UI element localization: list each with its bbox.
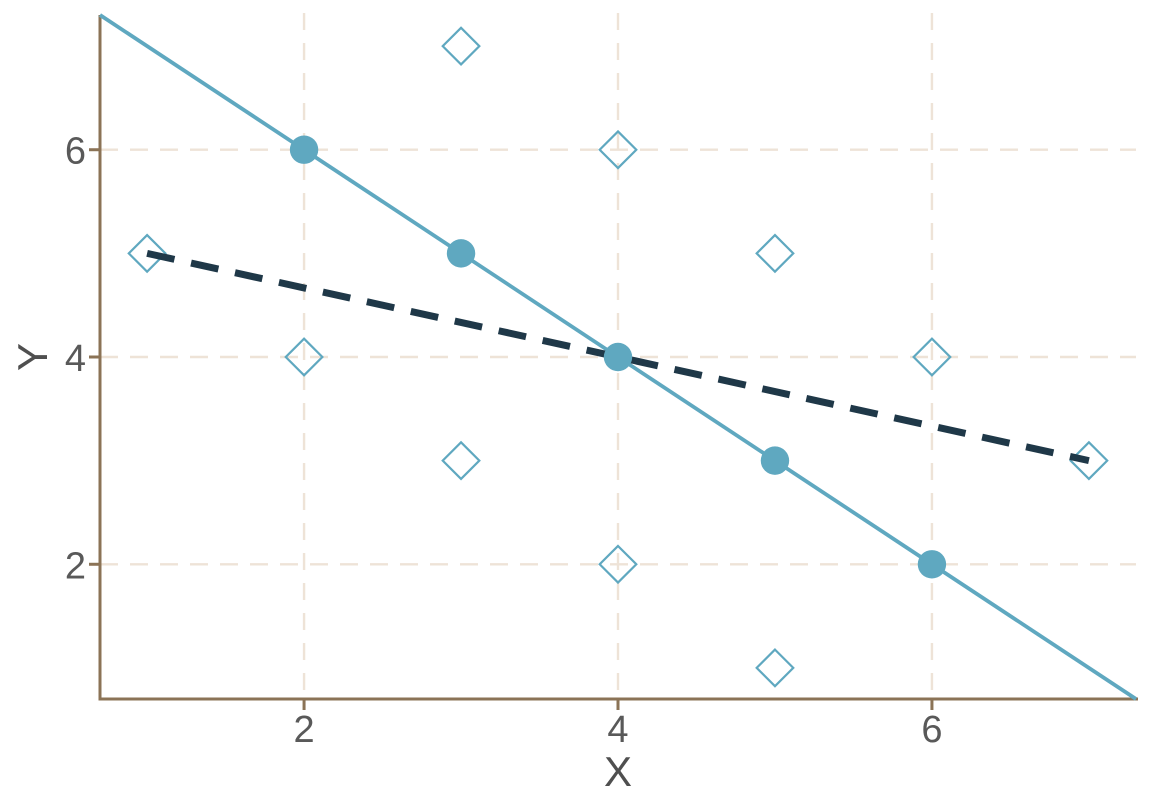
open-diamond-marker	[127, 233, 167, 274]
x-tick-label-6: 6	[921, 709, 942, 751]
open-diamond-marker	[441, 440, 481, 481]
filled-circle-marker	[289, 135, 319, 164]
x-axis-title: X	[604, 748, 632, 795]
data-series	[98, 13, 1138, 701]
y-tick-label-6: 6	[65, 131, 86, 173]
filled-circle-marker	[760, 446, 790, 475]
open-diamond-marker	[598, 129, 638, 170]
y-axis-title: Y	[9, 343, 56, 371]
axes	[89, 15, 1138, 710]
open-diamond-marker	[598, 544, 638, 585]
x-tick-label-2: 2	[293, 709, 314, 751]
open-diamond-marker	[441, 26, 481, 66]
y-tick-label-4: 4	[65, 338, 86, 380]
filled-circle-marker	[603, 342, 633, 372]
filled-circle-marker	[446, 239, 476, 268]
open-diamond-marker	[912, 337, 952, 377]
x-tick-label-4: 4	[607, 709, 628, 751]
filled-circle-marker	[917, 550, 947, 579]
open-diamond-marker	[284, 337, 324, 377]
tick-labels: 2 4 6 2 4 6	[65, 131, 943, 751]
dashed-regression-line	[146, 249, 1090, 465]
open-diamond-marker	[755, 233, 795, 274]
open-diamond-marker	[755, 648, 795, 688]
y-tick-label-2: 2	[65, 545, 86, 587]
